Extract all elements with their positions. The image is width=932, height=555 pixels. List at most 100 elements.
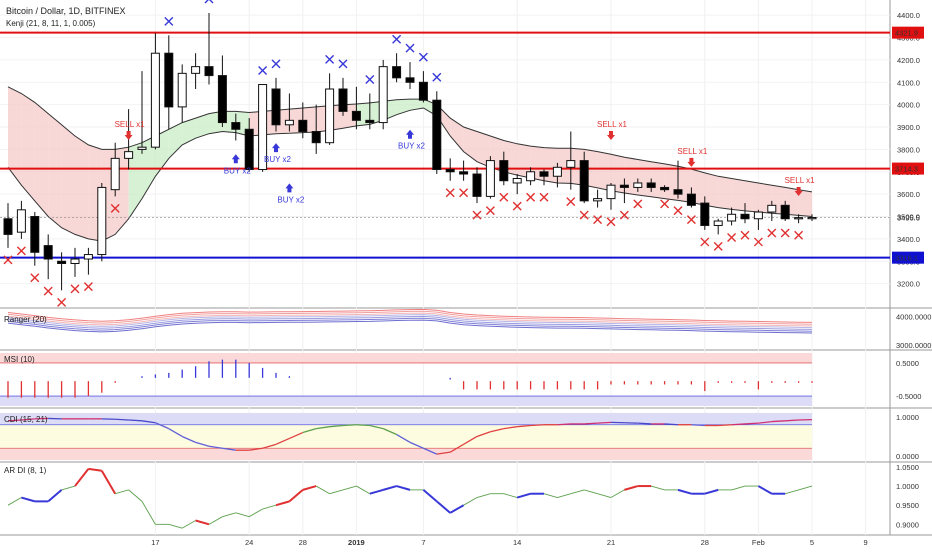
candle-down xyxy=(781,205,789,218)
cloud-segment xyxy=(21,93,34,200)
ardi-line-segment xyxy=(303,486,316,490)
sell-signal-cross xyxy=(768,229,776,237)
ardi-line-segment xyxy=(88,469,101,471)
indicator-title: Kenji (21, 8, 11, 1, 0.005) xyxy=(6,19,96,28)
ardi-line-segment xyxy=(62,486,75,490)
cdi-line-segment xyxy=(691,425,704,426)
sell-annotation: SELL x1 xyxy=(677,147,707,156)
ranger-tick-label: 4000.0000 xyxy=(896,312,931,321)
buy-signal-cross xyxy=(259,67,267,75)
ardi-line-segment xyxy=(464,498,477,506)
ardi-line-segment xyxy=(383,486,396,490)
ardi-line-segment xyxy=(557,494,570,498)
msi-tick-label: 0.5000 xyxy=(896,359,919,368)
cdi-lower-zone xyxy=(0,448,812,460)
buy-arrow xyxy=(232,154,240,163)
buy-annotation: BUY x2 xyxy=(277,195,305,204)
ardi-line-segment xyxy=(263,505,276,509)
ardi-line-segment xyxy=(450,505,463,513)
sell-signal-cross xyxy=(634,200,642,208)
ardi-line-segment xyxy=(8,498,21,506)
ardi-line-segment xyxy=(598,494,611,498)
candle-down xyxy=(352,111,360,120)
candle-down xyxy=(366,120,374,122)
candle-down xyxy=(701,203,709,225)
sell-arrow xyxy=(125,131,133,140)
buy-arrow xyxy=(406,130,414,139)
candle-up xyxy=(326,89,334,143)
ardi-line-segment xyxy=(732,486,745,490)
cloud-segment xyxy=(799,190,812,217)
cloud-segment xyxy=(35,102,48,216)
cdi-middle-zone xyxy=(0,425,812,449)
cloud-segment xyxy=(651,162,664,199)
cdi-line-segment xyxy=(732,424,745,425)
sell-signal-cross xyxy=(31,274,39,282)
sell-signal-cross xyxy=(580,211,588,219)
candle-up xyxy=(513,178,521,182)
candle-down xyxy=(661,187,669,189)
candle-up xyxy=(553,167,561,176)
price-tick-label: 4200.0 xyxy=(897,56,920,65)
ranger-title: Ranger (20) xyxy=(4,315,47,324)
candle-up xyxy=(192,67,200,74)
candle-down xyxy=(540,172,548,176)
candle-up xyxy=(808,218,816,219)
sell-signal-cross xyxy=(661,200,669,208)
cdi-tick-label: 1.0000 xyxy=(896,413,919,422)
ardi-line-segment xyxy=(651,486,664,490)
candle-down xyxy=(232,123,240,130)
candle-down xyxy=(500,161,508,181)
sell-signal-cross xyxy=(674,207,682,215)
buy-signal-cross xyxy=(406,44,414,52)
cdi-line-segment xyxy=(718,425,731,426)
cdi-line-segment xyxy=(115,419,128,420)
x-tick-label: 2019 xyxy=(348,538,365,547)
ardi-line-segment xyxy=(48,490,61,501)
ardi-line-segment xyxy=(249,509,262,517)
sell-arrow xyxy=(687,158,695,167)
sell-signal-cross xyxy=(58,298,66,306)
ardi-line-segment xyxy=(678,490,691,494)
cloud-segment xyxy=(624,157,637,195)
msi-title: MSI (10) xyxy=(4,355,35,364)
buy-arrow xyxy=(272,143,280,152)
cloud-segment xyxy=(718,176,731,209)
ardi-line-segment xyxy=(504,494,517,498)
ardi-line-segment xyxy=(571,490,584,494)
ardi-line-segment xyxy=(182,521,195,529)
price-tick-label: 4100.0 xyxy=(897,78,920,87)
cdi-panel xyxy=(0,413,812,460)
candle-down xyxy=(446,170,454,172)
sell-signal-cross xyxy=(446,189,454,197)
cdi-line-segment xyxy=(343,425,356,426)
price-tick-label: 3800.0 xyxy=(897,145,920,154)
resistance-price-label: 4321.9 xyxy=(895,29,918,38)
buy-annotation: BUY x2 xyxy=(224,166,252,175)
ranger-tick-label: 3000.0000 xyxy=(896,341,931,350)
price-tick-label: 3900.0 xyxy=(897,123,920,132)
sell-signal-cross xyxy=(44,287,52,295)
candle-down xyxy=(620,185,628,187)
ardi-line-segment xyxy=(316,486,329,494)
candle-up xyxy=(728,214,736,221)
ardi-line-segment xyxy=(705,490,718,494)
cloud-segment xyxy=(62,125,75,235)
msi-lower-zone xyxy=(0,396,812,406)
candle-down xyxy=(741,214,749,218)
buy-signal-cross xyxy=(165,17,173,25)
sell-arrow xyxy=(607,131,615,140)
sell-annotation: SELL x1 xyxy=(115,120,145,129)
cdi-line-segment xyxy=(745,423,758,424)
ardi-panel xyxy=(8,469,812,528)
x-tick-label: 28 xyxy=(299,538,307,547)
candle-down xyxy=(674,190,682,194)
ardi-line-segment xyxy=(356,486,369,494)
candle-up xyxy=(125,152,133,159)
sell-annotation: SELL x1 xyxy=(597,120,627,129)
ardi-line-segment xyxy=(584,490,597,494)
candle-down xyxy=(687,194,695,205)
buy-signal-cross xyxy=(272,60,280,68)
cdi-line-segment xyxy=(557,424,570,425)
